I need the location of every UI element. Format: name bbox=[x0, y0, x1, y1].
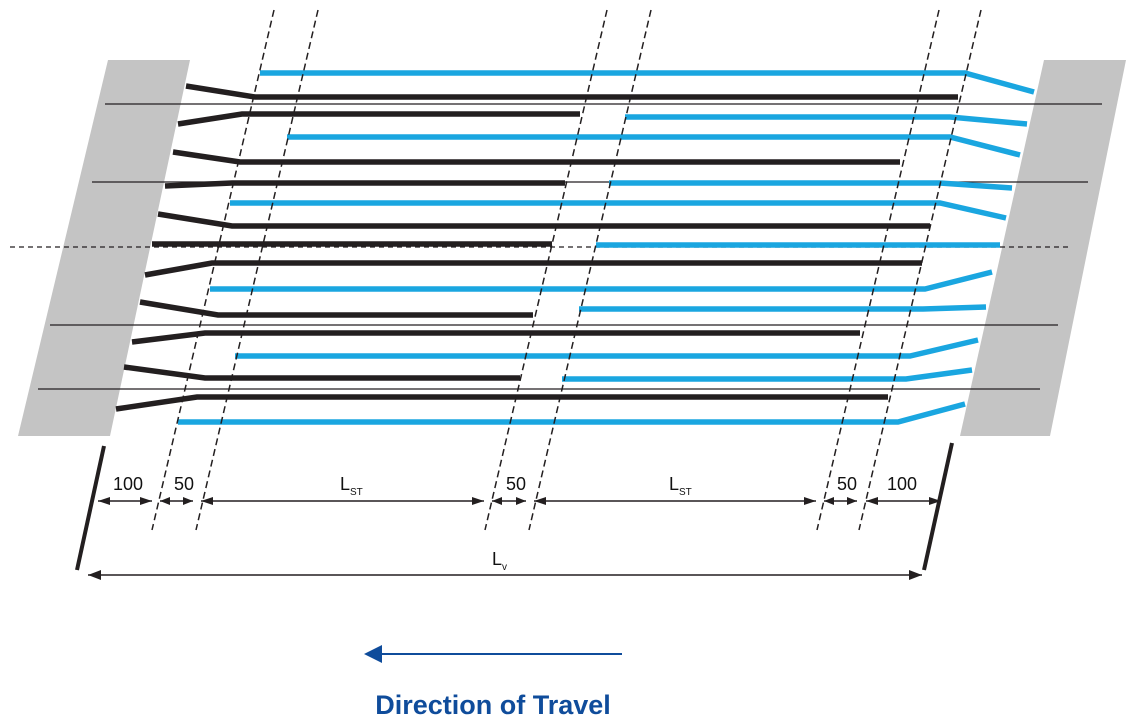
arrow-left-icon bbox=[364, 645, 622, 663]
dim-total-sub: v bbox=[502, 562, 507, 573]
dim-mid-lap: 50 bbox=[506, 474, 526, 494]
dim-left-end: 100 bbox=[113, 474, 143, 494]
blue-bars bbox=[178, 70, 1035, 425]
dim-span1-sub: ST bbox=[350, 487, 363, 498]
dim-total: L bbox=[492, 549, 502, 569]
left-abutment bbox=[18, 60, 190, 436]
right-abutment bbox=[960, 60, 1126, 436]
dim-right-end: 100 bbox=[887, 474, 917, 494]
section-lines bbox=[151, 9, 982, 531]
extension-lines bbox=[75, 442, 954, 571]
dim-span2-sub: ST bbox=[679, 487, 692, 498]
black-bars bbox=[115, 83, 958, 412]
dim-right-lap: 50 bbox=[837, 474, 857, 494]
dim-left-lap: 50 bbox=[174, 474, 194, 494]
dim-span2: L bbox=[669, 474, 679, 494]
dimension-arrowheads bbox=[88, 497, 941, 580]
direction-label: Direction of Travel bbox=[375, 690, 611, 720]
dim-span1: L bbox=[340, 474, 350, 494]
dimension-lines bbox=[88, 500, 941, 576]
